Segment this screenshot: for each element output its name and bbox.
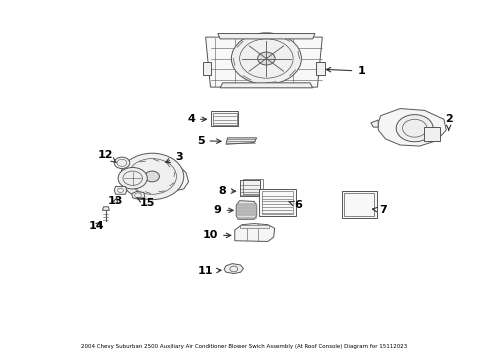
Text: 2: 2 — [444, 114, 452, 130]
Text: 2004 Chevy Suburban 2500 Auxiliary Air Conditioner Blower Swich Assembly (At Roo: 2004 Chevy Suburban 2500 Auxiliary Air C… — [81, 343, 407, 348]
Polygon shape — [316, 62, 324, 75]
Circle shape — [118, 167, 147, 189]
Text: 11: 11 — [198, 266, 221, 276]
Text: 5: 5 — [197, 136, 221, 146]
Text: 10: 10 — [203, 230, 230, 240]
Text: 8: 8 — [218, 186, 235, 196]
Polygon shape — [217, 33, 314, 39]
Text: 3: 3 — [165, 152, 183, 163]
Polygon shape — [203, 62, 211, 75]
Text: 13: 13 — [108, 197, 123, 206]
Text: 6: 6 — [288, 200, 301, 210]
Circle shape — [231, 33, 301, 84]
Polygon shape — [220, 83, 312, 88]
Polygon shape — [234, 224, 274, 242]
FancyBboxPatch shape — [239, 180, 260, 196]
FancyBboxPatch shape — [424, 127, 439, 141]
Text: 1: 1 — [325, 66, 365, 76]
Text: 12: 12 — [98, 150, 116, 163]
Polygon shape — [225, 138, 256, 144]
FancyBboxPatch shape — [211, 111, 238, 126]
Text: 15: 15 — [137, 198, 155, 208]
Polygon shape — [224, 264, 243, 274]
Circle shape — [120, 153, 183, 200]
Polygon shape — [377, 109, 446, 146]
Polygon shape — [131, 192, 144, 200]
FancyBboxPatch shape — [341, 191, 376, 217]
Polygon shape — [102, 207, 109, 210]
Polygon shape — [236, 201, 256, 219]
Circle shape — [257, 52, 275, 65]
FancyBboxPatch shape — [239, 225, 268, 228]
Circle shape — [395, 114, 432, 142]
FancyBboxPatch shape — [259, 189, 295, 216]
Polygon shape — [114, 186, 126, 194]
Text: 14: 14 — [88, 221, 104, 231]
Text: 4: 4 — [187, 114, 206, 124]
Circle shape — [114, 157, 129, 168]
Polygon shape — [127, 162, 188, 193]
Text: 9: 9 — [213, 205, 233, 215]
Polygon shape — [205, 37, 322, 87]
Polygon shape — [370, 120, 377, 127]
Circle shape — [144, 171, 159, 182]
Text: 7: 7 — [372, 205, 386, 215]
